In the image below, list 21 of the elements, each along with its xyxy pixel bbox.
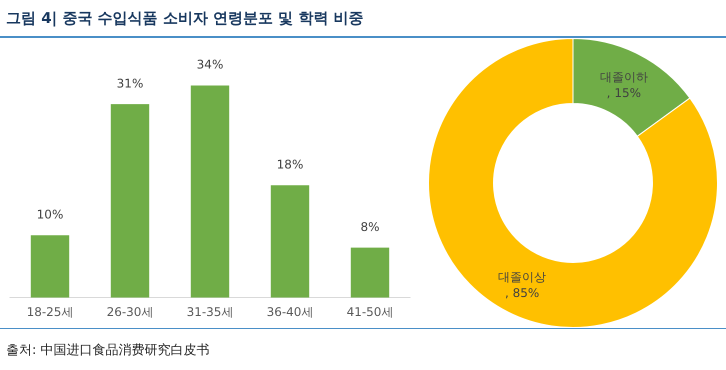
bar	[190, 85, 230, 298]
bar	[30, 235, 70, 298]
data-label: 10%	[36, 207, 64, 222]
chart-title: 그림 4| 중국 수입식품 소비자 연령분포 및 학력 비중	[6, 8, 364, 28]
bar	[350, 248, 390, 298]
x-tick-label: 18-25세	[26, 304, 74, 319]
x-tick-label: 36-40세	[266, 304, 314, 319]
data-label: 31%	[116, 76, 144, 90]
data-label: 18%	[276, 157, 304, 172]
data-label: 34%	[196, 58, 224, 72]
bar	[110, 104, 150, 298]
data-label: , 15%	[606, 86, 641, 100]
data-label: 8%	[360, 220, 380, 234]
slice-label: 대졸이하	[600, 70, 648, 84]
x-tick-label: 41-50세	[346, 304, 394, 319]
x-tick-label: 31-35세	[186, 304, 234, 319]
source-note: 출처: 中国进口食品消费研究白皮书	[6, 342, 211, 359]
x-tick-label: 26-30세	[106, 304, 154, 319]
slice-label: 대졸이상	[498, 270, 546, 284]
data-label: , 85%	[505, 286, 540, 300]
bar	[270, 185, 310, 298]
